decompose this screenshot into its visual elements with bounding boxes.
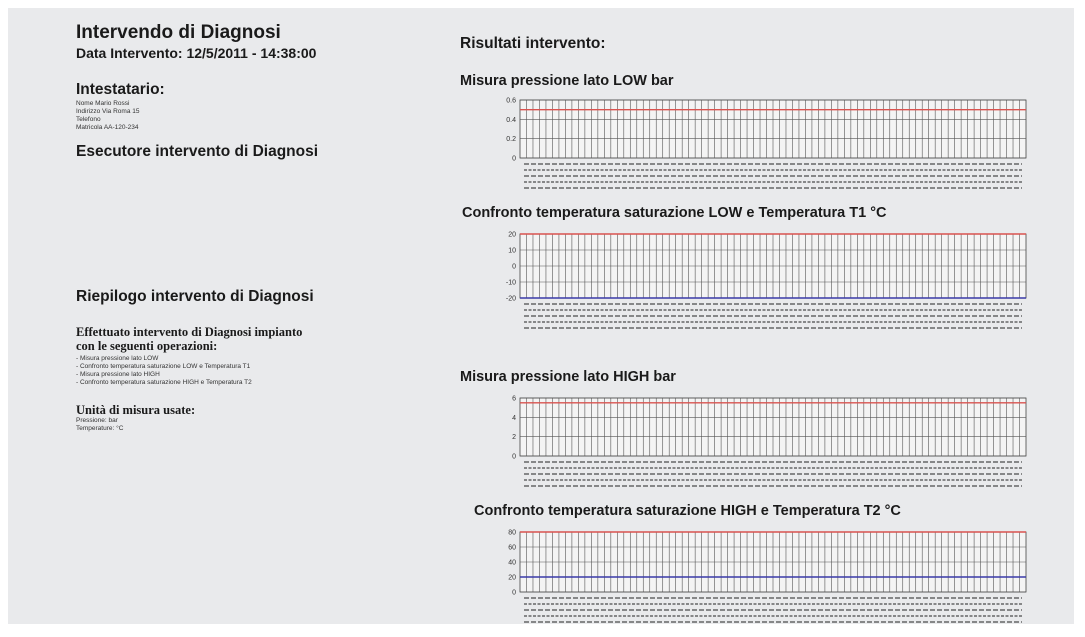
holder-details: Nome Mario Rossi Indirizzo Via Roma 15 T… <box>76 100 416 132</box>
y-tick-label: 10 <box>508 248 516 255</box>
units-heading: Unità di misura usate: <box>76 403 196 417</box>
report-page: Intervendo di Diagnosi Data Intervento: … <box>8 8 1074 624</box>
summary-intro-line-1: Effettuato intervento di Diagnosi impian… <box>76 325 303 339</box>
y-tick-label: 0 <box>512 454 516 461</box>
chart-low-temperature: 20 10 0 -10 -20 <box>490 228 1030 345</box>
y-tick-label: 0.2 <box>506 136 516 143</box>
units-temperature: Temperature: °C <box>76 425 124 432</box>
executor-heading: Esecutore intervento di Diagnosi <box>76 143 319 160</box>
chart-low-pressure: 0.6 0.4 0.2 0 <box>490 94 1030 203</box>
chart-title-high-pressure: Misura pressione lato HIGH bar <box>460 369 676 385</box>
y-tick-label: 60 <box>508 545 516 552</box>
y-tick-label: 0.6 <box>506 98 516 105</box>
operation-item: - Misura pressione lato LOW <box>76 355 159 362</box>
chart-title-low-pressure: Misura pressione lato LOW bar <box>460 73 674 89</box>
chart-high-pressure: 6 4 2 0 <box>490 392 1030 501</box>
report-title: Intervendo di Diagnosi <box>76 22 281 43</box>
summary-intro-line-2: con le seguenti operazioni: <box>76 339 218 353</box>
y-tick-label: 2 <box>512 434 516 441</box>
operation-item: - Confronto temperatura saturazione HIGH… <box>76 379 252 386</box>
y-tick-label: 0 <box>512 156 516 163</box>
holder-phone: Telefono <box>76 116 101 123</box>
y-tick-label: 20 <box>508 575 516 582</box>
chart-title-high-temperature: Confronto temperatura saturazione HIGH e… <box>474 503 901 519</box>
holder-address: Indirizzo Via Roma 15 <box>76 108 140 115</box>
y-tick-label: 0.4 <box>506 117 516 124</box>
chart-title-low-temperature: Confronto temperatura saturazione LOW e … <box>462 205 887 221</box>
operations-list: - Misura pressione lato LOW - Confronto … <box>76 355 416 387</box>
y-tick-label: 40 <box>508 560 516 567</box>
intervention-date: Data Intervento: 12/5/2011 - 14:38:00 <box>76 45 317 61</box>
y-tick-label: 0 <box>512 590 516 597</box>
report-left-column: Intervendo di Diagnosi Data Intervento: … <box>76 22 416 433</box>
holder-serial: Matricola AA-120-234 <box>76 124 139 131</box>
results-heading: Risultati intervento: <box>460 35 606 52</box>
summary-heading: Riepilogo intervento di Diagnosi <box>76 288 314 305</box>
y-tick-label: 80 <box>508 530 516 537</box>
y-tick-label: 20 <box>508 232 516 239</box>
holder-name: Nome Mario Rossi <box>76 100 130 107</box>
y-tick-label: -10 <box>506 280 516 287</box>
y-tick-label: 0 <box>512 264 516 271</box>
y-tick-label: 4 <box>512 415 516 422</box>
chart-high-temperature: 80 60 40 20 0 <box>490 526 1030 637</box>
y-tick-label: 6 <box>512 396 516 403</box>
operation-item: - Confronto temperatura saturazione LOW … <box>76 363 251 370</box>
y-tick-label: -20 <box>506 296 516 303</box>
units-pressure: Pressione: bar <box>76 417 118 424</box>
operation-item: - Misura pressione lato HIGH <box>76 371 160 378</box>
holder-heading: Intestatario: <box>76 81 165 98</box>
